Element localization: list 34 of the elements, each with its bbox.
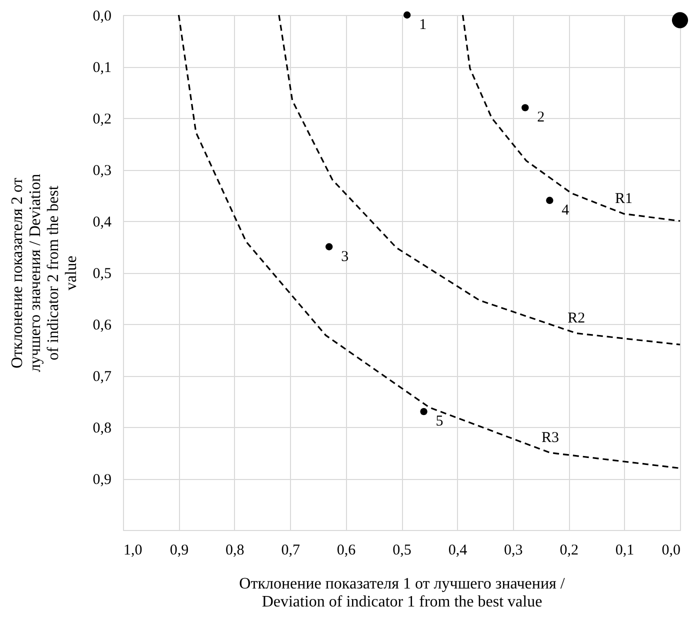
annotation: 1 <box>419 17 427 33</box>
line-series <box>178 14 681 469</box>
annotation: 4 <box>562 202 570 218</box>
y-tick-label: 0,3 <box>92 163 112 179</box>
x-tick-label: 0,9 <box>170 542 189 558</box>
annotation: 5 <box>436 414 444 430</box>
x-tick-label: 0,8 <box>226 542 244 558</box>
y-tick-label: 0,8 <box>92 420 112 436</box>
x-tick-label: 0,1 <box>615 542 634 558</box>
x-tick-label: 0,0 <box>662 542 680 558</box>
y-tick-label: 0,6 <box>92 318 112 334</box>
x-tick-label: 0,2 <box>560 542 578 558</box>
y-tick-label: 0,0 <box>92 8 112 24</box>
series-label: R2 <box>568 310 586 326</box>
y-axis-title: Отклонение показателя 2 от лучшего значения / Deviation of indicator 2 from the best value <box>8 174 80 372</box>
y-tick-label: 0,1 <box>92 60 112 76</box>
x-axis-title: Отклонение показателя 1 от лучшего значения / Deviation of indicator 1 from the best value <box>239 576 566 610</box>
x-tick-label: 1,0 <box>124 542 142 558</box>
series-label: R1 <box>614 190 632 207</box>
line-series <box>462 14 681 222</box>
y-tick-label: 0,9 <box>92 472 112 488</box>
x-tick-label: 0,7 <box>281 542 300 558</box>
y-tick-label: 0,7 <box>92 369 112 385</box>
line-series <box>278 14 681 346</box>
x-tick-label: 0,4 <box>448 542 468 558</box>
x-tick-label: 0,6 <box>336 542 356 558</box>
annotation: 3 <box>341 248 349 265</box>
y-tick-label: 0,5 <box>92 266 112 282</box>
x-tick-label: 0,3 <box>504 542 523 558</box>
y-tick-label: 0,2 <box>92 112 112 128</box>
series-label: R3 <box>541 430 559 446</box>
x-tick-label: 0,5 <box>392 542 412 558</box>
y-tick-label: 0,4 <box>92 214 112 230</box>
annotation: 2 <box>537 110 545 126</box>
